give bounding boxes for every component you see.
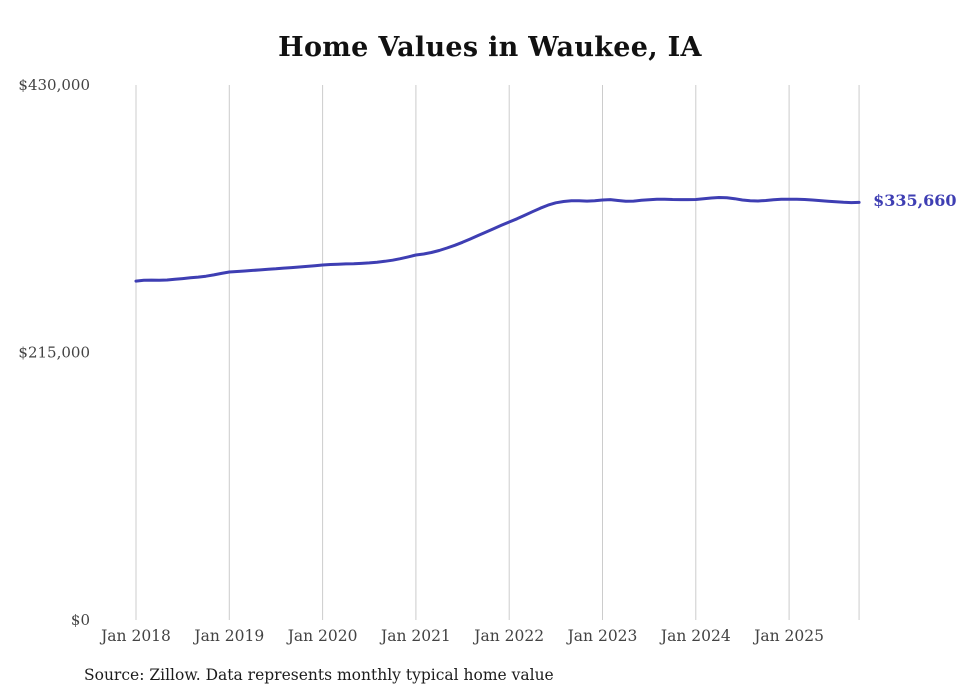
x-axis-label: Jan 2022 [472,627,544,645]
y-axis-label: $215,000 [18,344,90,362]
y-axis-label: $430,000 [18,76,90,94]
x-axis-label: Jan 2024 [659,627,731,645]
x-axis-label: Jan 2025 [752,627,824,645]
source-note: Source: Zillow. Data represents monthly … [84,666,554,684]
x-axis-label: Jan 2021 [379,627,451,645]
x-axis-label: Jan 2018 [99,627,171,645]
x-axis-label: Jan 2020 [286,627,358,645]
y-axis-label: $0 [71,611,90,629]
latest-value-label: $335,660 [873,191,957,211]
x-axis-label: Jan 2019 [192,627,264,645]
home-value-line [134,196,861,283]
chart-title: Home Values in Waukee, IA [278,32,702,63]
x-axis-label: Jan 2023 [566,627,638,645]
